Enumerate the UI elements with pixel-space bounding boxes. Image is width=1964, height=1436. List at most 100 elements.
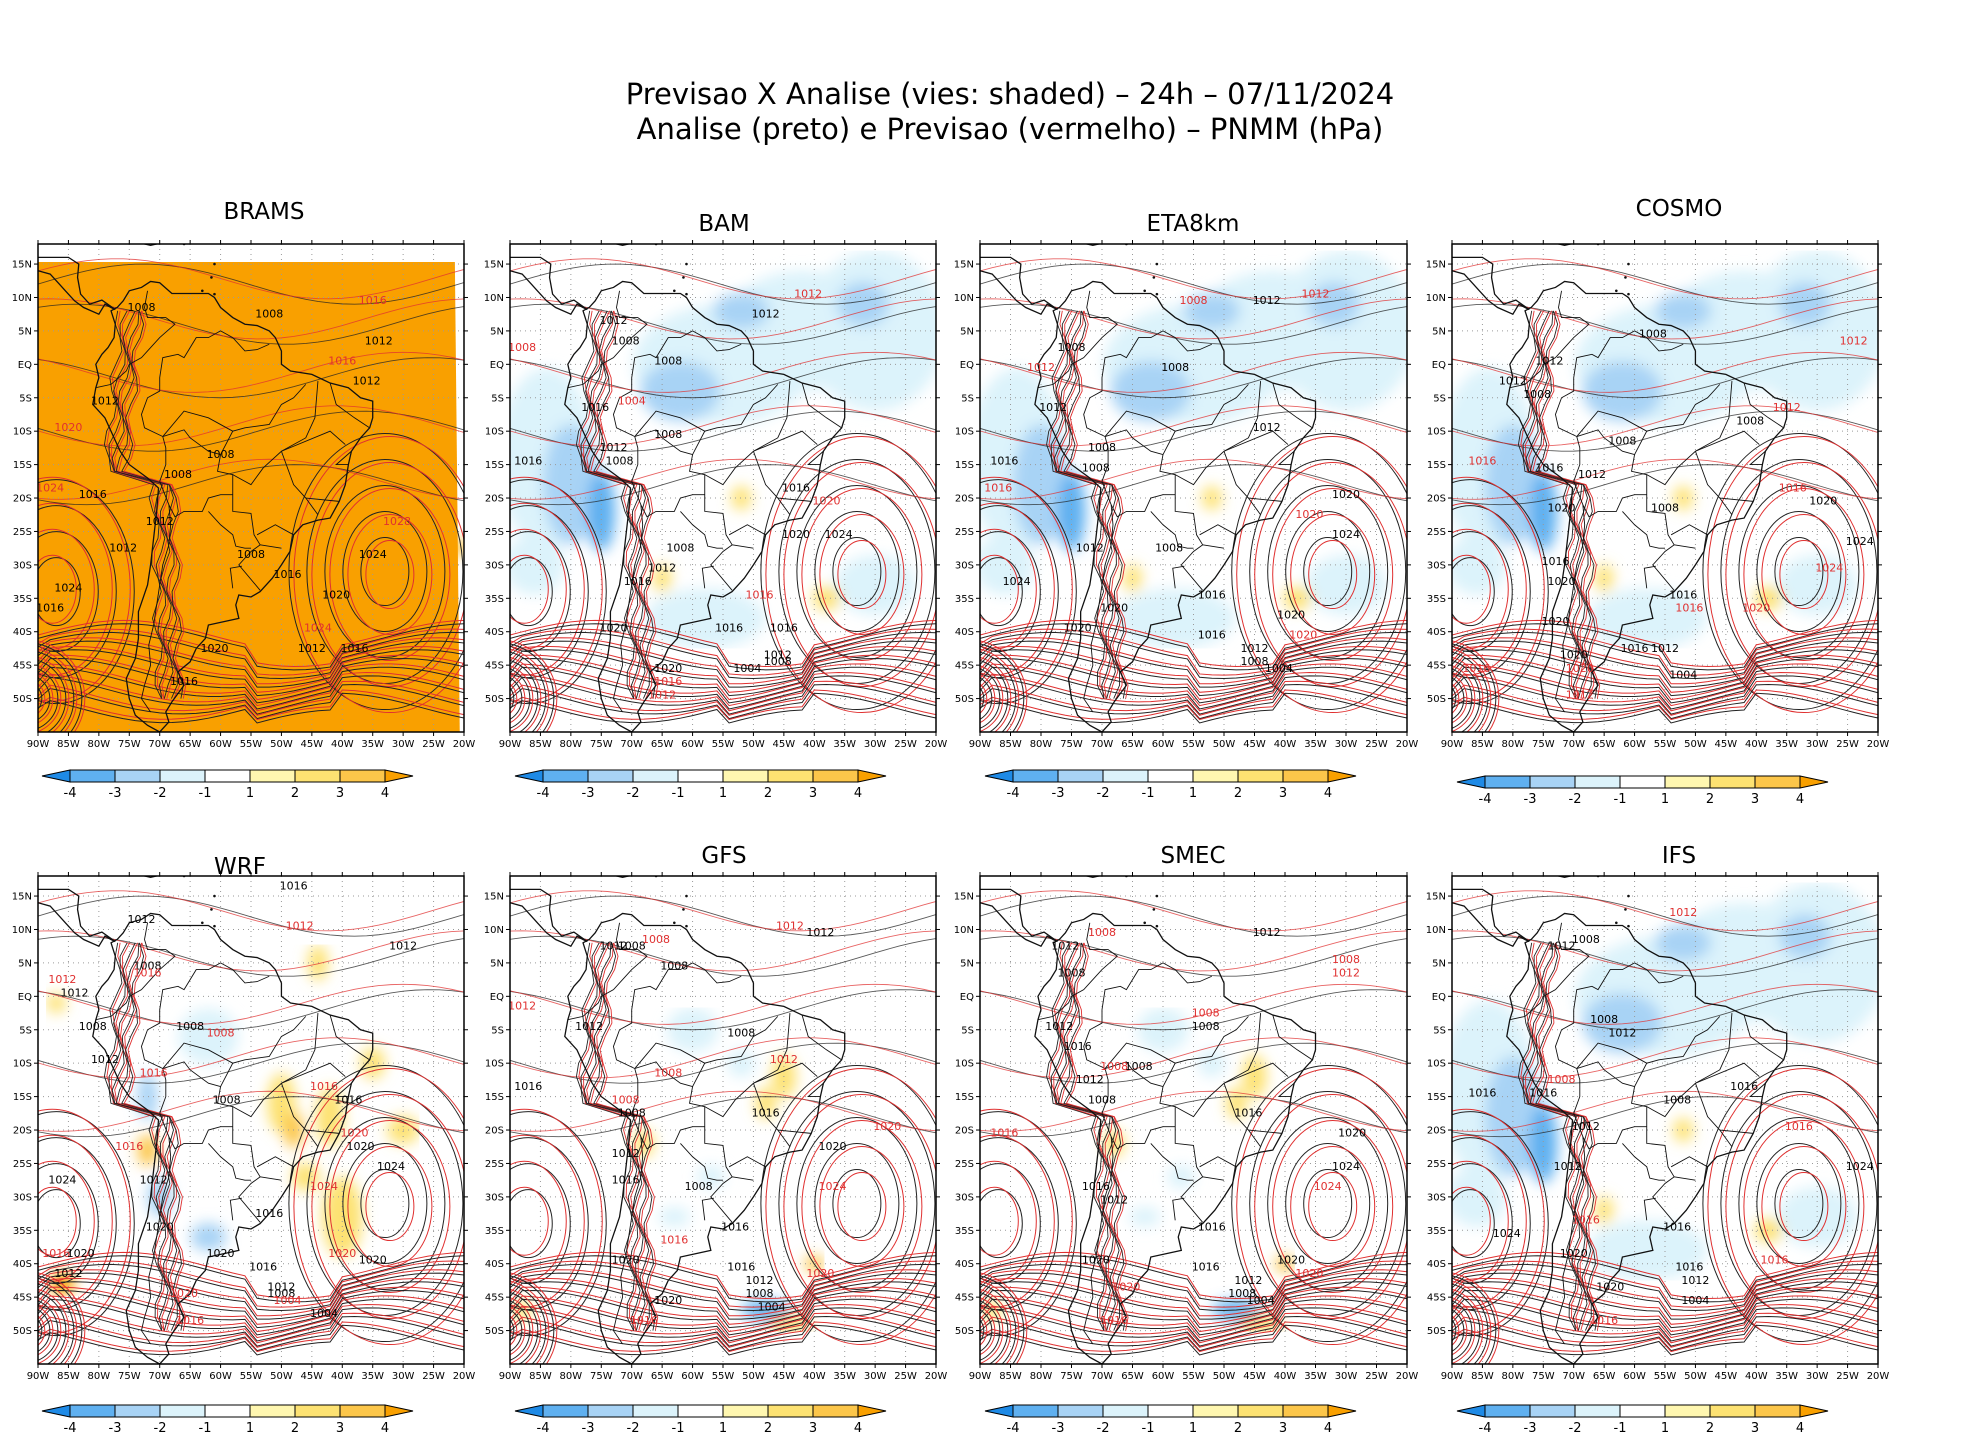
country-borders bbox=[95, 290, 370, 713]
central-america-outline bbox=[510, 888, 588, 948]
lon-tick-label: 20W bbox=[925, 739, 948, 750]
colorbar-label: -1 bbox=[199, 1421, 212, 1436]
contour-label: 1020 bbox=[1596, 1280, 1624, 1293]
contour-label: 1020 bbox=[146, 1220, 174, 1233]
lon-tick-label: 85W bbox=[999, 1371, 1022, 1382]
lat-tick-label: 5S bbox=[961, 393, 974, 404]
lon-tick-label: 40W bbox=[331, 739, 354, 750]
colorbar-label: -1 bbox=[1142, 1421, 1155, 1436]
south-america-outline bbox=[1034, 280, 1317, 732]
lat-tick-label: 15S bbox=[955, 460, 974, 471]
lon-tick-label: 55W bbox=[1182, 739, 1205, 750]
contour-label: 1008 bbox=[1058, 966, 1086, 979]
lat-tick-label: 5S bbox=[19, 393, 32, 404]
contour-label: 1020 bbox=[599, 622, 627, 635]
lat-tick-label: 15S bbox=[13, 1092, 32, 1103]
colorbar-label: 4 bbox=[1796, 792, 1804, 807]
panel-bam: BAM1012101210121008100810081004101610081… bbox=[484, 211, 948, 801]
lat-tick-label: 45S bbox=[1427, 1293, 1446, 1304]
lat-tick-label: 15N bbox=[484, 892, 504, 903]
contour-label: 1020 bbox=[806, 1267, 834, 1280]
contour-label: 1012 bbox=[1234, 1274, 1262, 1287]
contour-label: 1020 bbox=[1548, 575, 1576, 588]
lat-tick-label: 10S bbox=[955, 427, 974, 438]
lat-tick-label: 15N bbox=[12, 892, 32, 903]
panel-brams: BRAMS10081008101610121016101210121020100… bbox=[12, 199, 476, 801]
colorbar-label: -1 bbox=[199, 786, 212, 801]
lon-tick-label: 90W bbox=[499, 1371, 522, 1382]
colorbar-label: -2 bbox=[627, 1421, 640, 1436]
contour-label: 1008 bbox=[612, 1093, 640, 1106]
colorbar-label: 3 bbox=[1279, 1421, 1287, 1436]
lat-tick-label: 20S bbox=[485, 1126, 504, 1137]
lat-tick-label: 40S bbox=[955, 1259, 974, 1270]
lon-tick-label: 60W bbox=[681, 739, 704, 750]
contour-label: 1008 bbox=[1663, 1093, 1691, 1106]
panel-title: BRAMS bbox=[223, 199, 304, 225]
contour-label: 1020 bbox=[200, 642, 228, 655]
contour-label: 1012 bbox=[612, 1147, 640, 1160]
contour-label: 1024 bbox=[310, 1180, 338, 1193]
lon-tick-label: 30W bbox=[1335, 1371, 1358, 1382]
contour-label: 1012 bbox=[1076, 542, 1104, 555]
lon-tick-label: 70W bbox=[148, 739, 171, 750]
contour-label: 1020 bbox=[819, 1140, 847, 1153]
lon-tick-label: 20W bbox=[1396, 739, 1419, 750]
lon-tick-label: 85W bbox=[529, 739, 552, 750]
contour-label: 1016 bbox=[274, 568, 302, 581]
contour-label: 1016 bbox=[1669, 588, 1697, 601]
colorbar-label: -3 bbox=[1052, 786, 1065, 801]
colorbar-label: 4 bbox=[1324, 786, 1332, 801]
country-borders bbox=[567, 290, 842, 713]
lon-tick-label: 20W bbox=[453, 1371, 476, 1382]
contour-label: 1008 bbox=[606, 455, 634, 468]
contour-label: 1008 bbox=[164, 468, 192, 481]
contour-label: 1024 bbox=[819, 1180, 847, 1193]
contour-label: 1012 bbox=[1241, 642, 1269, 655]
country-borders bbox=[1509, 290, 1784, 713]
lon-tick-label: 75W bbox=[590, 739, 613, 750]
lat-tick-label: EQ bbox=[490, 360, 504, 371]
lon-tick-label: 65W bbox=[1121, 739, 1144, 750]
contour-label: 1020 bbox=[612, 1254, 640, 1267]
lat-tick-label: 50S bbox=[13, 1326, 32, 1337]
lon-tick-label: 80W bbox=[88, 739, 111, 750]
contour-label: 1012 bbox=[1253, 294, 1281, 307]
contour-label: 1024 bbox=[304, 622, 332, 635]
contour-label: 1024 bbox=[1314, 1180, 1342, 1193]
lat-tick-label: 40S bbox=[485, 1259, 504, 1270]
lon-tick-label: 40W bbox=[1745, 1371, 1768, 1382]
lon-tick-label: 40W bbox=[1745, 739, 1768, 750]
contour-label: 1008 bbox=[1125, 1060, 1153, 1073]
contour-label: 1016 bbox=[1730, 1080, 1758, 1093]
colorbar-label: -2 bbox=[1097, 1421, 1110, 1436]
isobars bbox=[38, 258, 464, 732]
colorbar-label: -2 bbox=[1097, 786, 1110, 801]
lat-tick-label: 30S bbox=[955, 1192, 974, 1203]
south-america-outline bbox=[1034, 912, 1317, 1364]
contour-label: 1012 bbox=[91, 1053, 119, 1066]
contour-label: 1020 bbox=[1289, 628, 1317, 641]
central-america-outline bbox=[1452, 888, 1530, 948]
contour-label: 1016 bbox=[715, 622, 743, 635]
coastlines bbox=[980, 876, 1317, 1364]
lon-tick-label: 80W bbox=[560, 1371, 583, 1382]
lat-tick-label: 25S bbox=[13, 527, 32, 538]
lon-tick-label: 55W bbox=[1182, 1371, 1205, 1382]
coastlines bbox=[510, 244, 846, 732]
colorbar-label: 3 bbox=[1751, 1421, 1759, 1436]
lon-tick-label: 35W bbox=[1775, 739, 1798, 750]
central-america-outline bbox=[980, 888, 1058, 948]
lon-tick-label: 70W bbox=[620, 739, 643, 750]
lon-tick-label: 90W bbox=[969, 1371, 992, 1382]
contour-label: 1020 bbox=[1277, 608, 1305, 621]
country-borders bbox=[1037, 290, 1313, 713]
contour-label: 1008 bbox=[727, 1026, 755, 1039]
isobars bbox=[38, 890, 464, 1364]
lat-tick-label: EQ bbox=[18, 992, 32, 1003]
contour-label: 1016 bbox=[1100, 1314, 1128, 1327]
lon-tick-label: 35W bbox=[833, 739, 856, 750]
